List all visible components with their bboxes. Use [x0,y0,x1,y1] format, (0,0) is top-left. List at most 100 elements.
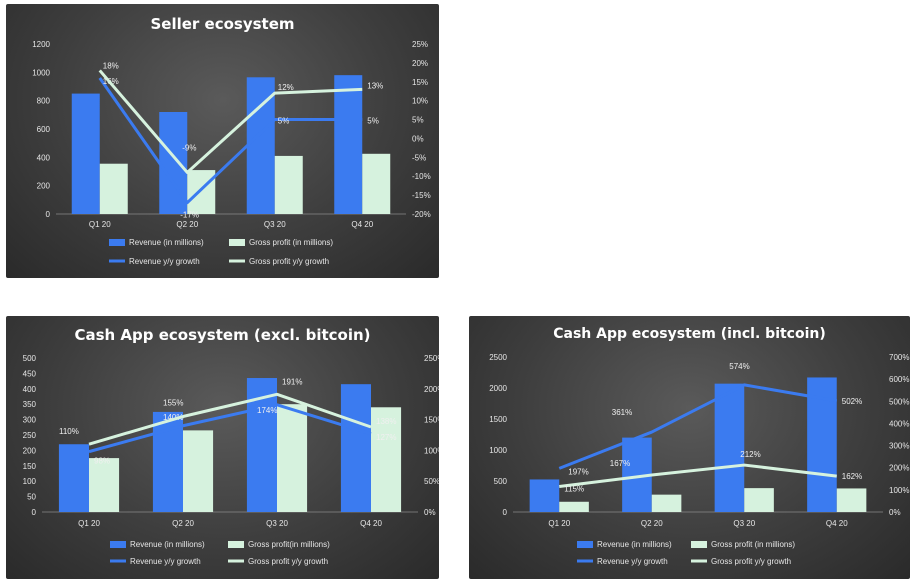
x-tick-label: Q2 20 [172,519,194,528]
y-tick-label: 2500 [489,353,507,362]
revenue-growth-line [88,403,372,454]
revenue-growth-label: 197% [568,467,588,476]
revenue-growth-label: 5% [367,117,379,126]
chart-title: Seller ecosystem [150,15,294,33]
y-tick-label: 400 [37,153,51,162]
gross-profit-bar [183,430,214,512]
y2-tick-label: 25% [412,40,428,49]
legend-gross-profit-swatch [229,239,245,246]
revenue-growth-label: 174% [257,406,277,415]
y2-tick-label: 200% [889,464,909,473]
x-tick-label: Q1 20 [89,220,111,229]
gross-profit-bar [744,488,774,512]
gross-profit-bar [836,488,867,512]
revenue-bar [246,77,275,215]
seller-ecosystem-chart: Seller ecosystem 0 200 400 600 800 1000 1200 -20… [6,4,439,278]
y2-tick-label: 300% [889,442,909,451]
y-tick-label: 250 [23,431,37,440]
y2-tick-label: 200% [424,385,439,394]
revenue-growth-label: 502% [842,397,862,406]
y2-tick-label: -15% [412,191,431,200]
y-tick-label: 350 [23,400,37,409]
x-tick-label: Q3 20 [733,519,755,528]
y-tick-label: 500 [494,477,508,486]
x-tick-label: Q1 20 [548,519,570,528]
y2-tick-label: 5% [412,116,424,125]
revenue-bar [58,444,89,512]
y-tick-label: 150 [23,462,37,471]
legend-revenue-growth-label: Revenue y/y growth [597,557,668,566]
legend-gross-profit-growth-label: Gross profit y/y growth [249,257,329,266]
gross-profit-bar [99,163,128,214]
y2-tick-label: 0% [889,508,901,517]
y-tick-label: 100 [23,477,37,486]
gross-profit-growth-label: -9% [182,143,196,152]
y2-tick-label: 600% [889,375,909,384]
gross-profit-growth-label: 138% [376,417,396,426]
y-tick-label: 0 [503,508,508,517]
y2-tick-label: 20% [412,59,428,68]
gross-profit-growth-label: 191% [282,377,302,386]
y2-tick-label: 100% [424,446,439,455]
y-tick-label: 300 [23,416,37,425]
y-tick-label: 0 [32,508,37,517]
cash-app-excl-bitcoin-chart: Cash App ecosystem (excl. bitcoin) 0 50 100… [6,316,439,579]
cash-app-incl-bitcoin-svg: Cash App ecosystem (incl. bitcoin) 0 500 10… [489,326,909,566]
y-tick-label: 200 [37,182,51,191]
y-tick-label: 1000 [32,68,50,77]
revenue-growth-line [558,383,838,470]
x-tick-label: Q4 20 [360,519,382,528]
revenue-bar [714,383,745,512]
y2-tick-label: 100% [889,486,909,495]
gross-profit-growth-label: 115% [564,485,584,494]
revenue-growth-line [98,77,363,205]
legend-revenue-label: Revenue (in millions) [129,238,204,247]
x-tick-label: Q2 20 [176,220,198,229]
gross-profit-growth-label: 155% [163,399,183,408]
revenue-growth-label: 127% [376,433,396,442]
legend-gross-profit-swatch [691,541,707,548]
legend-revenue-swatch [577,541,593,548]
gross-profit-growth-line [88,392,372,446]
legend-gross-profit-swatch [228,541,244,548]
legend-gross-profit-label: Gross profit (in millions) [711,540,795,549]
y-tick-label: 600 [37,125,51,134]
gross-profit-growth-label: 162% [842,472,862,481]
revenue-growth-label: 98% [94,457,110,466]
gross-profit-bar [651,494,682,512]
legend-gross-profit-label: Gross profit(in millions) [248,540,330,549]
gross-profit-bar [559,501,589,512]
y-tick-label: 450 [23,369,37,378]
legend-revenue-growth-label: Revenue y/y growth [130,557,201,566]
y-tick-label: 1500 [489,415,507,424]
revenue-growth-label: 574% [729,362,749,371]
gross-profit-bar [89,458,120,512]
y2-tick-label: 700% [889,353,909,362]
y2-tick-label: 400% [889,419,909,428]
gross-profit-growth-label: 167% [610,459,630,468]
revenue-growth-label: 361% [612,408,632,417]
y2-tick-label: 10% [412,97,428,106]
revenue-growth-label: -17% [180,211,199,220]
gross-profit-growth-label: 212% [740,450,760,459]
seller-ecosystem-svg: Seller ecosystem 0 200 400 600 800 1000 1200 -20… [32,15,431,266]
revenue-growth-label: 140% [163,413,183,422]
gross-profit-growth-label: 13% [367,81,383,90]
y-tick-label: 800 [37,97,51,106]
x-tick-label: Q3 20 [264,220,286,229]
y2-tick-label: 15% [412,78,428,87]
chart-title: Cash App ecosystem (incl. bitcoin) [553,326,826,342]
y2-tick-label: 500% [889,397,909,406]
revenue-bar [334,75,363,215]
y-tick-label: 500 [23,354,37,363]
y2-tick-label: 250% [424,354,439,363]
revenue-bar [529,479,560,512]
x-tick-label: Q1 20 [78,519,100,528]
x-tick-label: Q4 20 [826,519,848,528]
legend-gross-profit-label: Gross profit (in millions) [249,238,333,247]
legend-gross-profit-growth-label: Gross profit y/y growth [711,557,791,566]
revenue-bar [340,384,371,512]
y2-tick-label: 0% [412,134,424,143]
gross-profit-bar [187,170,216,214]
y-tick-label: 400 [23,385,37,394]
